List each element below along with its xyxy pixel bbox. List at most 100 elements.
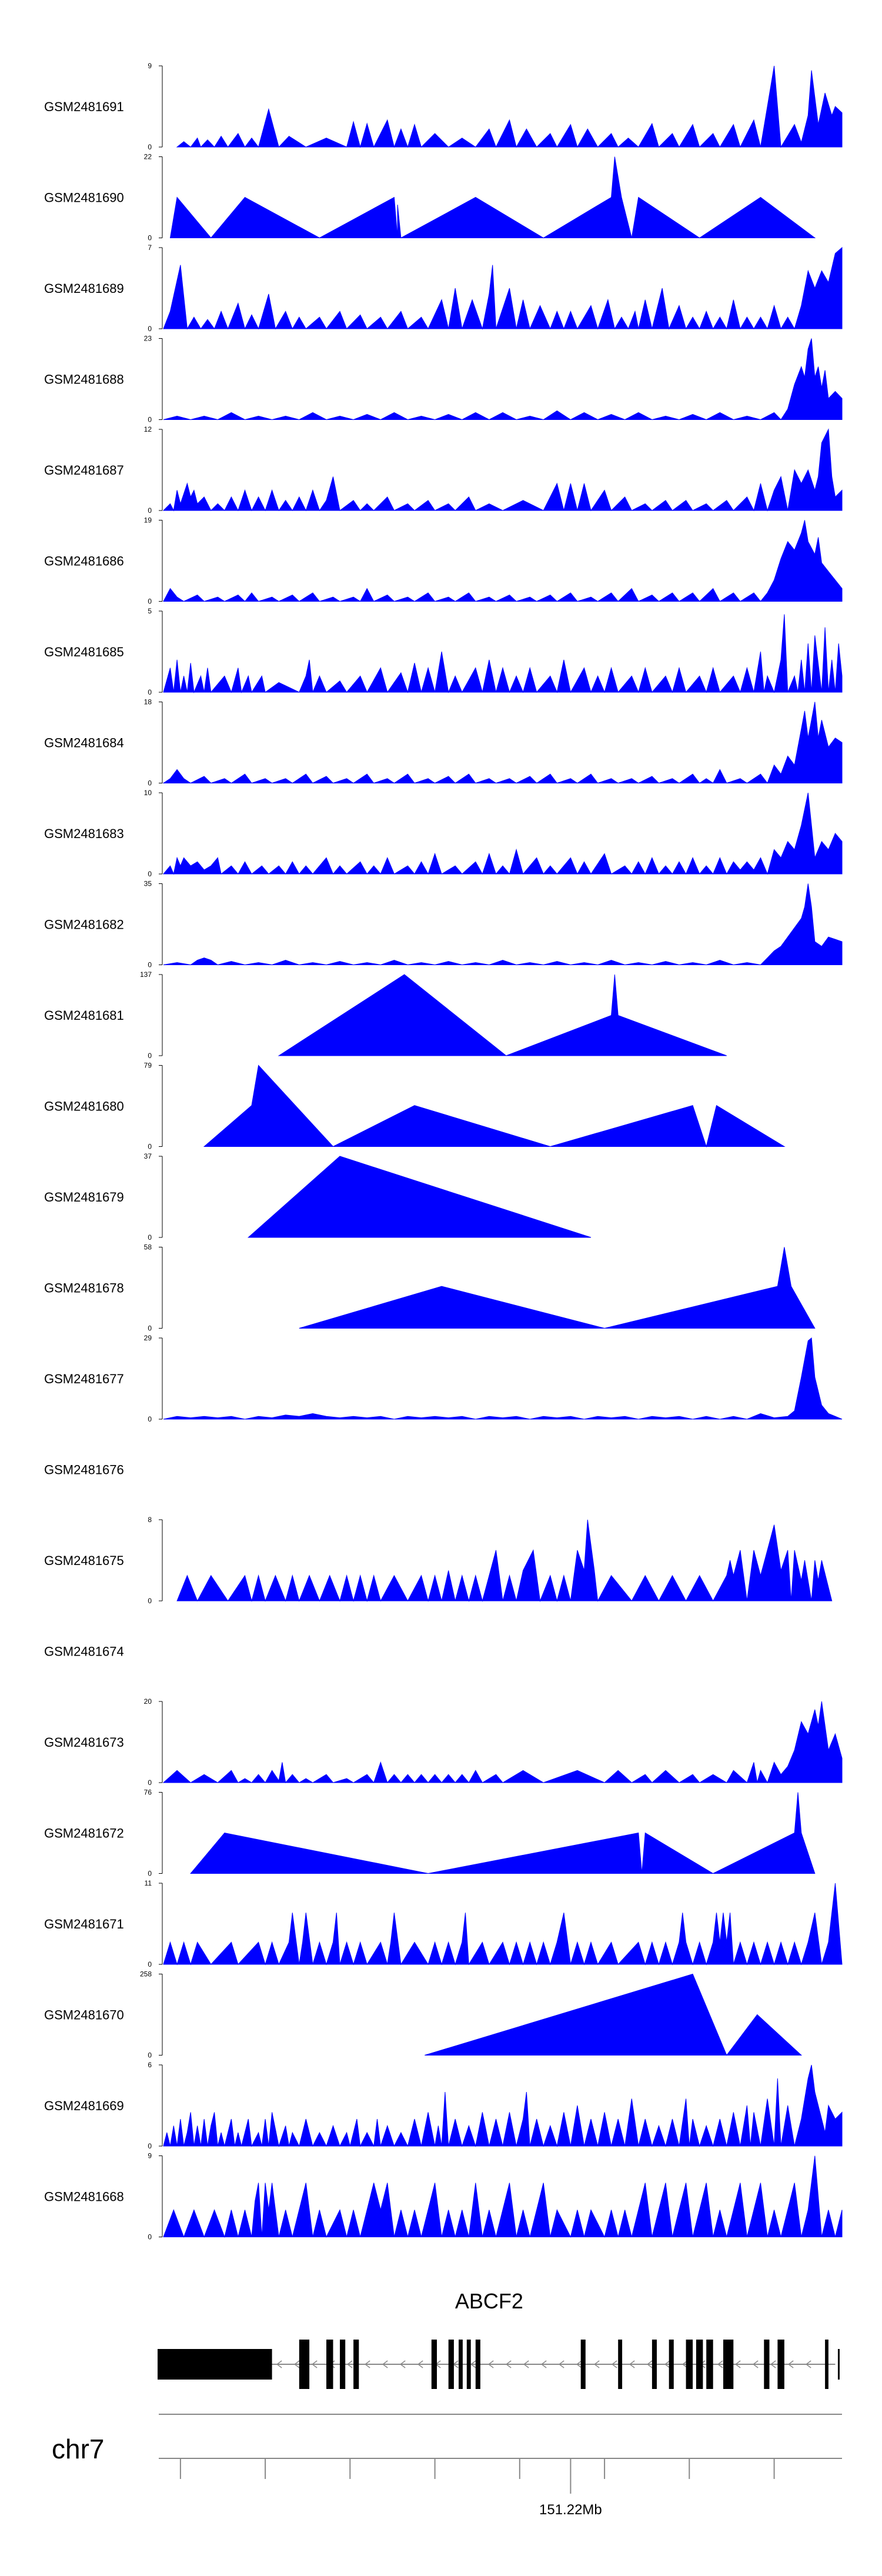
track-ymin-label: 0: [148, 961, 152, 969]
track-ymax-label: 29: [144, 1334, 152, 1342]
track-GSM2481678: GSM2481678 58 0: [44, 1243, 816, 1333]
track-ymin-label: 0: [148, 1960, 152, 1968]
track-GSM2481668: GSM2481668 9 0: [44, 2152, 843, 2241]
strand-arrow: [346, 2360, 353, 2368]
track-ymax-label: 137: [140, 970, 152, 979]
track-label: GSM2481687: [44, 463, 124, 478]
track-GSM2481689: GSM2481689 7 0: [44, 243, 843, 333]
track-GSM2481681: GSM2481681 137 0: [44, 970, 727, 1060]
exon-block: [459, 2340, 463, 2389]
track-label: GSM2481675: [44, 1553, 124, 1568]
genome-axis: chr7 151.22Mb: [52, 2414, 842, 2518]
coverage-area: [163, 614, 843, 693]
strand-arrow: [293, 2360, 300, 2368]
strand-arrow: [399, 2360, 406, 2368]
track-ymax-label: 19: [144, 516, 152, 525]
track-label: GSM2481673: [44, 1735, 124, 1750]
exon-block: [652, 2340, 657, 2389]
strand-arrow: [629, 2360, 635, 2368]
exon-block: [723, 2340, 734, 2389]
track-ymin-label: 0: [148, 506, 152, 515]
coverage-area: [162, 1701, 843, 1784]
coverage-area: [163, 1337, 843, 1420]
strand-arrow: [787, 2360, 794, 2368]
track-label: GSM2481668: [44, 2190, 124, 2204]
coverage-area: [169, 156, 816, 239]
track-ymin-label: 0: [148, 779, 152, 788]
strand-arrow: [505, 2360, 512, 2368]
track-ymin-label: 0: [148, 234, 152, 242]
track-ymax-label: 5: [148, 607, 152, 615]
track-ymin-label: 0: [148, 2142, 152, 2150]
coverage-area: [247, 1156, 592, 1238]
track-ymax-label: 37: [144, 1152, 152, 1160]
coverage-area: [162, 428, 843, 512]
strand-arrow: [805, 2360, 811, 2368]
track-ymin-label: 0: [148, 325, 152, 333]
data-tracks: GSM248169190GSM2481690220GSM248168970GSM…: [44, 62, 843, 2241]
track-GSM2481684: GSM2481684 18 0: [44, 698, 843, 788]
strand-arrow: [540, 2360, 547, 2368]
track-GSM2481685: GSM2481685 5 0: [44, 607, 843, 696]
track-ymin-label: 0: [148, 1870, 152, 1878]
track-GSM2481671: GSM2481671 11 0: [44, 1879, 843, 1968]
track-ymax-label: 6: [148, 2061, 152, 2069]
strand-arrow: [487, 2360, 494, 2368]
exon-block: [706, 2340, 713, 2389]
track-GSM2481675: GSM2481675 8 0: [44, 1516, 833, 1605]
track-ymax-label: 9: [148, 2152, 152, 2160]
strand-arrow: [681, 2360, 688, 2368]
track-ymin-label: 0: [148, 143, 152, 151]
exon-block: [618, 2340, 623, 2389]
track-ymax-label: 22: [144, 153, 152, 161]
track-ymin-label: 0: [148, 416, 152, 424]
strand-arrow: [523, 2360, 529, 2368]
coverage-area: [162, 702, 843, 784]
track-ymin-label: 0: [148, 1778, 152, 1787]
strand-arrow: [752, 2360, 759, 2368]
track-ymax-label: 58: [144, 1243, 152, 1252]
track-ymax-label: 258: [140, 1970, 152, 1978]
strand-arrow: [364, 2360, 370, 2368]
coverage-area: [163, 2064, 843, 2147]
exon-block: [353, 2340, 359, 2389]
exon-block: [475, 2340, 480, 2389]
track-label: GSM2481674: [44, 1644, 124, 1659]
track-label: GSM2481686: [44, 554, 124, 569]
strand-arrow: [558, 2360, 564, 2368]
track-GSM2481691: GSM2481691 9 0: [44, 62, 843, 151]
track-ymin-label: 0: [148, 2051, 152, 2060]
coverage-area: [203, 1065, 786, 1148]
track-ymax-label: 79: [144, 1062, 152, 1070]
coverage-area: [163, 1883, 843, 1966]
track-label: GSM2481671: [44, 1917, 124, 1931]
track-label: GSM2481677: [44, 1372, 124, 1386]
exon-block: [696, 2340, 703, 2389]
exon-block: [825, 2340, 828, 2389]
track-ymin-label: 0: [148, 1143, 152, 1151]
track-label: GSM2481690: [44, 191, 124, 205]
track-label: GSM2481672: [44, 1826, 124, 1841]
track-label: GSM2481691: [44, 99, 124, 114]
exon-block: [686, 2340, 693, 2389]
exon-block: [340, 2340, 346, 2389]
coverage-area: [176, 1519, 833, 1602]
track-GSM2481680: GSM2481680 79 0: [44, 1062, 786, 1151]
track-GSM2481679: GSM2481679 37 0: [44, 1152, 592, 1242]
track-label: GSM2481685: [44, 645, 124, 659]
track-label: GSM2481688: [44, 372, 124, 387]
strand-arrow: [646, 2360, 653, 2368]
track-label: GSM2481684: [44, 736, 124, 750]
strand-arrow: [734, 2360, 741, 2368]
gene-name-label: ABCF2: [455, 2289, 523, 2313]
track-ymin-label: 0: [148, 1052, 152, 1060]
track-GSM2481690: GSM2481690 22 0: [44, 153, 816, 242]
track-label: GSM2481683: [44, 826, 124, 841]
coverage-area: [163, 520, 843, 602]
track-ymax-label: 12: [144, 425, 152, 433]
track-ymax-label: 76: [144, 1788, 152, 1797]
exon-block: [580, 2340, 586, 2389]
strand-arrow: [470, 2360, 476, 2368]
exon-block: [431, 2340, 437, 2389]
